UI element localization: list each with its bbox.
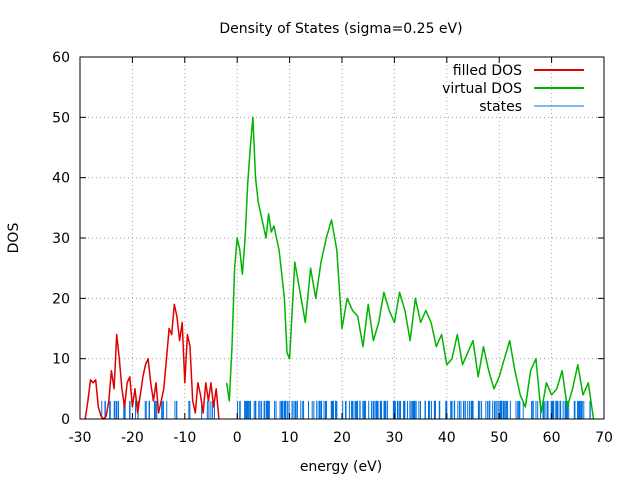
x-tick-label: 0 (233, 430, 242, 446)
virtual-dos-line (225, 116, 595, 420)
x-tick-label: 30 (385, 430, 403, 446)
x-tick-label: 40 (438, 430, 456, 446)
y-tick-label: 20 (52, 291, 70, 307)
x-tick-label: -30 (69, 430, 92, 446)
x-tick-label: -10 (173, 430, 196, 446)
grid-lines (80, 57, 604, 419)
axis-ticks: -30 -20 -10 0 10 20 30 40 50 60 70 0 10 20 30 40 50 60 (52, 50, 613, 446)
x-tick-label: -20 (121, 430, 144, 446)
x-tick-label: 20 (333, 430, 351, 446)
y-tick-label: 10 (52, 352, 70, 368)
filled-dos-line (84, 303, 220, 420)
x-tick-label: 50 (490, 430, 508, 446)
legend-label-filled-dos: filled DOS (453, 63, 522, 79)
legend-label-virtual-dos: virtual DOS (442, 81, 522, 97)
legend-label-states: states (479, 99, 522, 115)
x-tick-label: 70 (595, 430, 613, 446)
dos-series (84, 116, 595, 420)
legend: filled DOS virtual DOS states (442, 63, 584, 115)
y-tick-label: 50 (52, 110, 70, 126)
states-series (101, 400, 591, 419)
y-tick-label: 0 (61, 412, 70, 428)
y-axis-label: DOS (6, 223, 22, 254)
x-tick-label: 10 (281, 430, 299, 446)
y-tick-label: 60 (52, 50, 70, 66)
chart-title: Density of States (sigma=0.25 eV) (219, 21, 462, 37)
x-axis-label: energy (eV) (300, 459, 382, 475)
y-tick-label: 30 (52, 231, 70, 247)
x-tick-label: 60 (543, 430, 561, 446)
y-tick-label: 40 (52, 171, 70, 187)
